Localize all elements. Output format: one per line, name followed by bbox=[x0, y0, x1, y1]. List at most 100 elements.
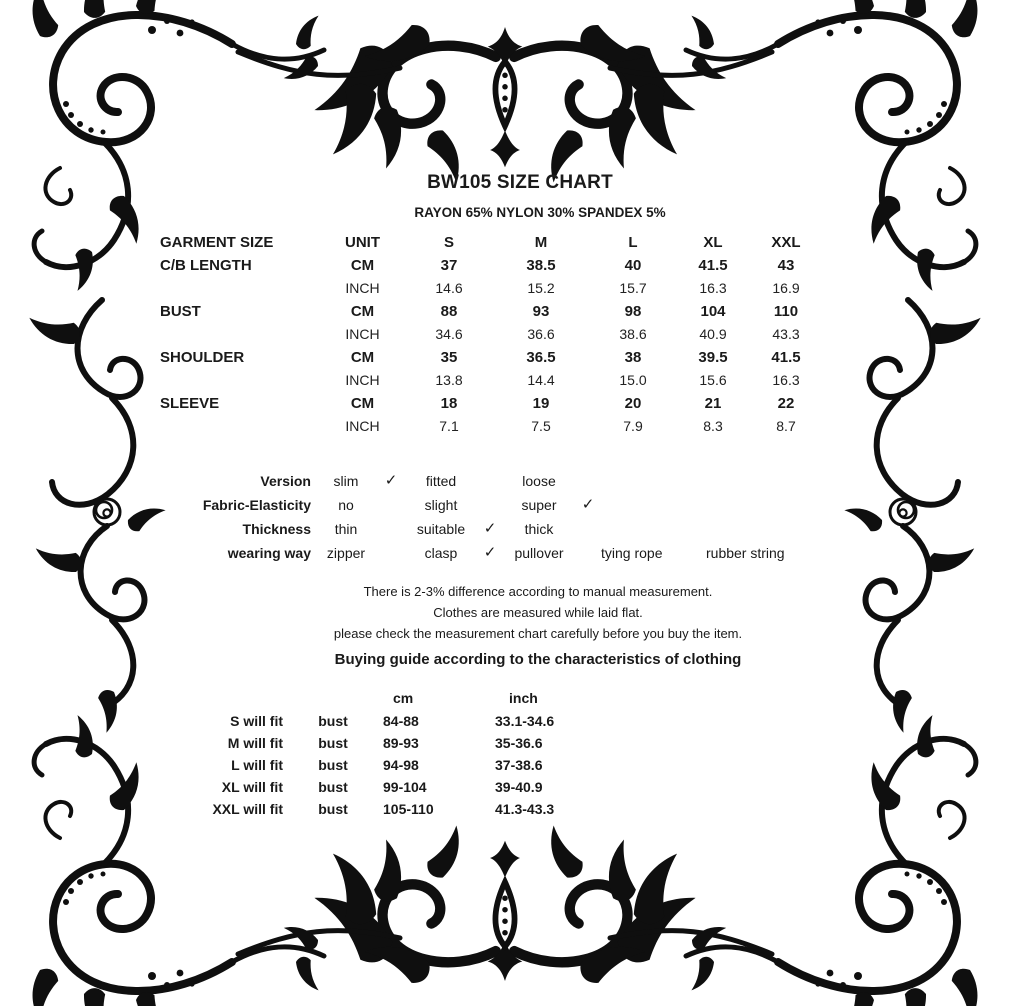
row-label bbox=[160, 277, 320, 300]
attribute-option: slim bbox=[333, 473, 359, 489]
size-value: 13.8 bbox=[435, 372, 463, 388]
attribute-option bbox=[601, 517, 706, 541]
guide-inch-range: 33.1-34.6 bbox=[495, 713, 555, 729]
size-value: 38.6 bbox=[619, 326, 647, 342]
guide-measure: bust bbox=[318, 779, 348, 795]
size-value: 43.3 bbox=[772, 326, 800, 342]
guide-size-label: XL will fit bbox=[221, 779, 283, 795]
check-mark bbox=[377, 493, 405, 517]
size-value: 15.2 bbox=[527, 280, 555, 296]
size-value: 21 bbox=[704, 395, 722, 412]
column-header: GARMENT SIZE bbox=[160, 234, 274, 251]
note-line: Clothes are measured while laid flat. bbox=[433, 605, 643, 620]
guide-size-label: L will fit bbox=[231, 757, 283, 773]
row-label: C/B LENGTH bbox=[160, 257, 252, 274]
row-label: SHOULDER bbox=[160, 349, 245, 366]
attribute-option: clasp bbox=[424, 545, 458, 561]
guide-header-spacer bbox=[173, 686, 283, 710]
attribute-option: pullover bbox=[514, 545, 564, 561]
guide-size-label: XXL will fit bbox=[212, 801, 283, 817]
column-header: XXL bbox=[771, 234, 801, 251]
check-mark bbox=[477, 493, 503, 517]
size-value: 34.6 bbox=[435, 326, 463, 342]
note-line: There is 2-3% difference according to ma… bbox=[363, 584, 713, 599]
column-header: L bbox=[628, 234, 638, 251]
size-value: 88 bbox=[440, 303, 458, 320]
size-value: 39.5 bbox=[698, 349, 728, 366]
size-value: 35 bbox=[440, 349, 458, 366]
check-mark: ✓ bbox=[581, 496, 595, 513]
row-label: SLEEVE bbox=[160, 395, 220, 412]
unit-cell: INCH bbox=[345, 372, 380, 388]
size-value: 43 bbox=[777, 257, 795, 274]
guide-measure: bust bbox=[318, 801, 348, 817]
size-value: 19 bbox=[532, 395, 550, 412]
guide-measure: bust bbox=[318, 713, 348, 729]
measurement-notes: There is 2-3% difference according to ma… bbox=[168, 581, 908, 644]
size-value: 93 bbox=[532, 303, 550, 320]
row-label bbox=[160, 323, 320, 346]
size-value: 15.7 bbox=[619, 280, 647, 296]
guide-measure: bust bbox=[318, 735, 348, 751]
size-value: 98 bbox=[624, 303, 642, 320]
size-value: 40 bbox=[624, 257, 642, 274]
column-header: UNIT bbox=[345, 234, 380, 251]
guide-inch-range: 39-40.9 bbox=[495, 779, 543, 795]
size-value: 15.0 bbox=[619, 372, 647, 388]
size-value: 20 bbox=[624, 395, 642, 412]
unit-cell: CM bbox=[350, 395, 375, 412]
guide-size-label: S will fit bbox=[230, 713, 283, 729]
check-mark: ✓ bbox=[483, 544, 497, 561]
size-value: 104 bbox=[700, 303, 726, 320]
size-value: 40.9 bbox=[699, 326, 727, 342]
attribute-option: thick bbox=[524, 521, 554, 537]
check-mark: ✓ bbox=[483, 520, 497, 537]
size-value: 14.6 bbox=[435, 280, 463, 296]
guide-cm-range: 105-110 bbox=[383, 801, 434, 817]
note-line: please check the measurement chart caref… bbox=[333, 626, 743, 641]
size-value: 36.6 bbox=[527, 326, 555, 342]
guide-cm-range: 99-104 bbox=[383, 779, 427, 795]
row-label bbox=[160, 369, 320, 392]
size-value: 38.5 bbox=[526, 257, 556, 274]
guide-inch-range: 41.3-43.3 bbox=[495, 801, 555, 817]
attribute-label: Fabric-Elasticity bbox=[202, 497, 311, 513]
attribute-option: zipper bbox=[326, 545, 366, 561]
size-value: 14.4 bbox=[527, 372, 555, 388]
attribute-option bbox=[706, 517, 836, 541]
buying-guide-table: cm inch S will fit bust 84-88 33.1-34.6 … bbox=[173, 686, 625, 820]
attribute-option: rubber string bbox=[706, 545, 785, 561]
size-value: 16.3 bbox=[699, 280, 727, 296]
guide-cm-range: 94-98 bbox=[383, 757, 419, 773]
attribute-option: super bbox=[521, 497, 557, 513]
buying-guide-heading: Buying guide according to the characteri… bbox=[334, 651, 742, 668]
size-value: 18 bbox=[440, 395, 458, 412]
attribute-option: no bbox=[338, 497, 354, 513]
size-value: 7.1 bbox=[439, 418, 459, 434]
attribute-label: wearing way bbox=[227, 545, 311, 561]
size-value: 36.5 bbox=[526, 349, 556, 366]
unit-cell: INCH bbox=[345, 418, 380, 434]
unit-cell: INCH bbox=[345, 326, 380, 342]
guide-header-spacer bbox=[283, 686, 383, 710]
size-value: 38 bbox=[624, 349, 642, 366]
page-title: BW105 SIZE CHART bbox=[427, 172, 613, 193]
check-mark bbox=[377, 517, 405, 541]
unit-cell: CM bbox=[350, 303, 375, 320]
size-value: 7.9 bbox=[623, 418, 643, 434]
unit-cell: INCH bbox=[345, 280, 380, 296]
unit-cell: CM bbox=[350, 349, 375, 366]
check-mark: ✓ bbox=[384, 472, 398, 489]
size-value: 15.6 bbox=[699, 372, 727, 388]
attribute-option: loose bbox=[522, 473, 556, 489]
column-header: M bbox=[534, 234, 548, 251]
size-value: 16.3 bbox=[772, 372, 800, 388]
size-value: 110 bbox=[773, 303, 799, 320]
size-value: 41.5 bbox=[771, 349, 801, 366]
attribute-label: Version bbox=[260, 473, 311, 489]
check-mark bbox=[575, 469, 601, 493]
size-value: 41.5 bbox=[698, 257, 728, 274]
guide-column-header: cm bbox=[393, 690, 414, 706]
